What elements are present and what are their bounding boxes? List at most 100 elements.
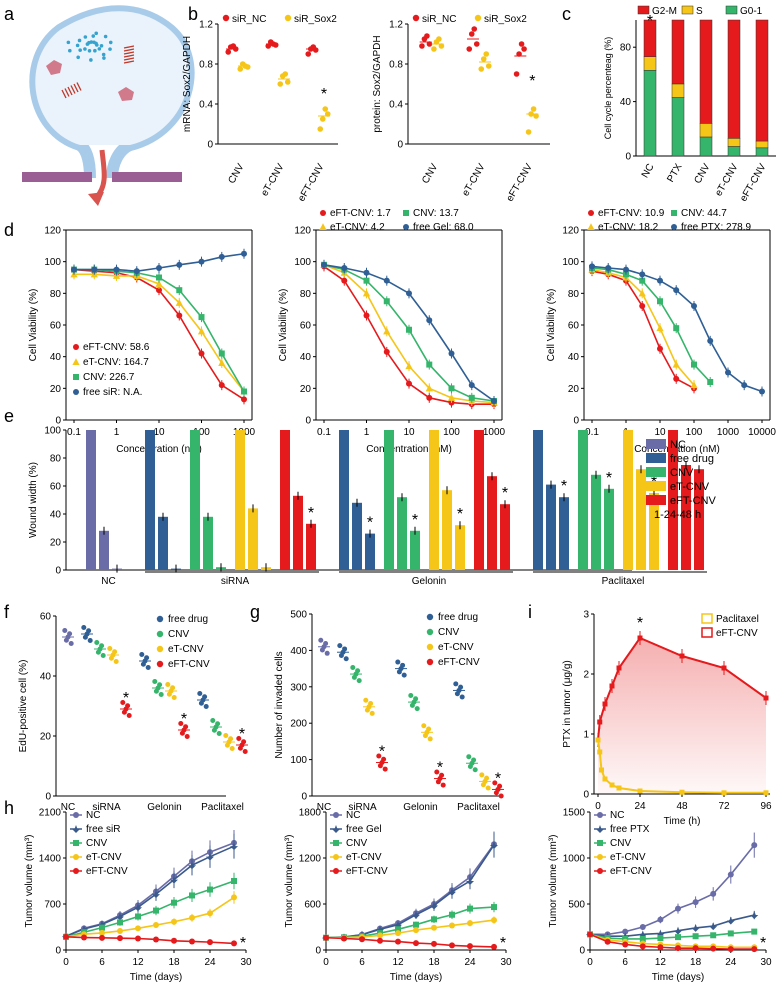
x-tick-label: eFT-CNV <box>296 162 327 204</box>
significance-star: * <box>495 770 501 787</box>
bar <box>235 430 245 570</box>
data-point <box>726 916 735 925</box>
data-point <box>453 681 459 687</box>
legend-marker <box>426 643 434 651</box>
data-point <box>599 767 604 773</box>
data-point <box>189 914 195 921</box>
legend-swatch <box>646 495 666 505</box>
data-point <box>139 652 145 658</box>
legend-marker <box>72 825 80 833</box>
data-point <box>438 43 445 49</box>
data-point <box>117 927 123 934</box>
bar <box>546 484 556 570</box>
y-tick-label: 60 <box>40 612 52 623</box>
data-point <box>342 646 348 652</box>
significance-star: * <box>561 478 567 495</box>
y-tick-label: 100 <box>562 257 579 268</box>
x-tick-label: CNV <box>420 162 440 186</box>
data-point <box>413 696 419 702</box>
data-point <box>218 382 225 389</box>
data-point <box>657 345 663 352</box>
legend-label: NC <box>670 439 686 451</box>
y-tick-label: 0.4 <box>389 100 403 111</box>
nanoparticle <box>93 48 97 53</box>
legend-marker <box>587 223 595 230</box>
legend-marker <box>319 223 327 230</box>
data-point <box>197 691 203 697</box>
data-point <box>318 637 324 643</box>
x-tick-label: 100 <box>686 427 703 438</box>
y-tick-label: 500 <box>568 900 585 911</box>
x-tick-label: 18 <box>168 957 180 968</box>
x-tick-label: 96 <box>760 801 772 812</box>
data-point <box>406 290 412 297</box>
data-point <box>99 924 105 931</box>
bar <box>429 430 439 570</box>
y-tick-label: 80 <box>50 454 62 465</box>
data-point <box>71 266 77 273</box>
data-point <box>350 665 356 671</box>
bar <box>474 430 484 570</box>
nanoparticle <box>101 52 106 57</box>
arrow-head-icon <box>88 192 104 206</box>
legend-marker <box>73 344 79 350</box>
data-point <box>383 298 390 305</box>
legend-marker <box>72 358 80 365</box>
data-point <box>639 943 646 950</box>
data-point <box>376 753 382 759</box>
nanoparticle <box>91 34 96 38</box>
data-point <box>589 263 595 270</box>
panel-label: e <box>4 406 14 426</box>
data-point <box>727 871 734 878</box>
data-point <box>94 640 100 646</box>
sirna-icon <box>123 57 135 61</box>
x-tick-label: PTX <box>665 162 684 185</box>
data-point <box>426 317 433 324</box>
data-point <box>602 776 608 782</box>
legend-marker <box>73 389 79 395</box>
data-point <box>171 937 177 944</box>
data-point <box>491 943 497 950</box>
data-point <box>337 643 343 649</box>
bar <box>578 430 588 570</box>
series-line <box>65 845 235 937</box>
sirna-icon <box>67 86 73 96</box>
data-point <box>657 298 663 305</box>
legend-swatch <box>646 453 666 463</box>
nanoparticle <box>77 38 82 43</box>
bar <box>533 430 543 570</box>
data-point <box>638 289 646 297</box>
data-point <box>156 287 162 294</box>
sirna-icon <box>64 88 70 97</box>
data-point <box>448 887 456 896</box>
series-line <box>65 896 235 938</box>
data-point <box>81 934 87 941</box>
nanoparticle <box>66 40 71 45</box>
data-point <box>467 905 473 912</box>
data-point <box>155 280 163 287</box>
data-point <box>312 47 319 53</box>
data-point <box>170 875 178 884</box>
data-point <box>210 718 216 724</box>
y-tick-label: 0 <box>579 946 585 957</box>
x-tick-label: eFT-CNV <box>505 162 536 204</box>
x-tick-label: 0 <box>595 801 601 812</box>
data-point <box>383 327 391 335</box>
group-label: siRNA <box>348 802 377 813</box>
y-tick-label: 2100 <box>39 808 62 819</box>
y-tick-label: 120 <box>562 226 579 237</box>
y-tick-label: 300 <box>290 682 307 693</box>
x-tick-label: 30 <box>500 957 512 968</box>
data-point <box>727 930 734 937</box>
data-point <box>321 261 327 268</box>
significance-star: * <box>437 760 443 777</box>
data-point <box>272 42 279 48</box>
legend-marker <box>671 224 677 230</box>
data-point <box>692 899 699 906</box>
stacked-bar <box>643 19 657 57</box>
data-point <box>377 937 383 944</box>
significance-star: * <box>457 506 463 523</box>
x-tick-label: eT-CNV <box>713 162 740 199</box>
data-point <box>206 852 214 861</box>
stacked-bar <box>699 136 713 157</box>
